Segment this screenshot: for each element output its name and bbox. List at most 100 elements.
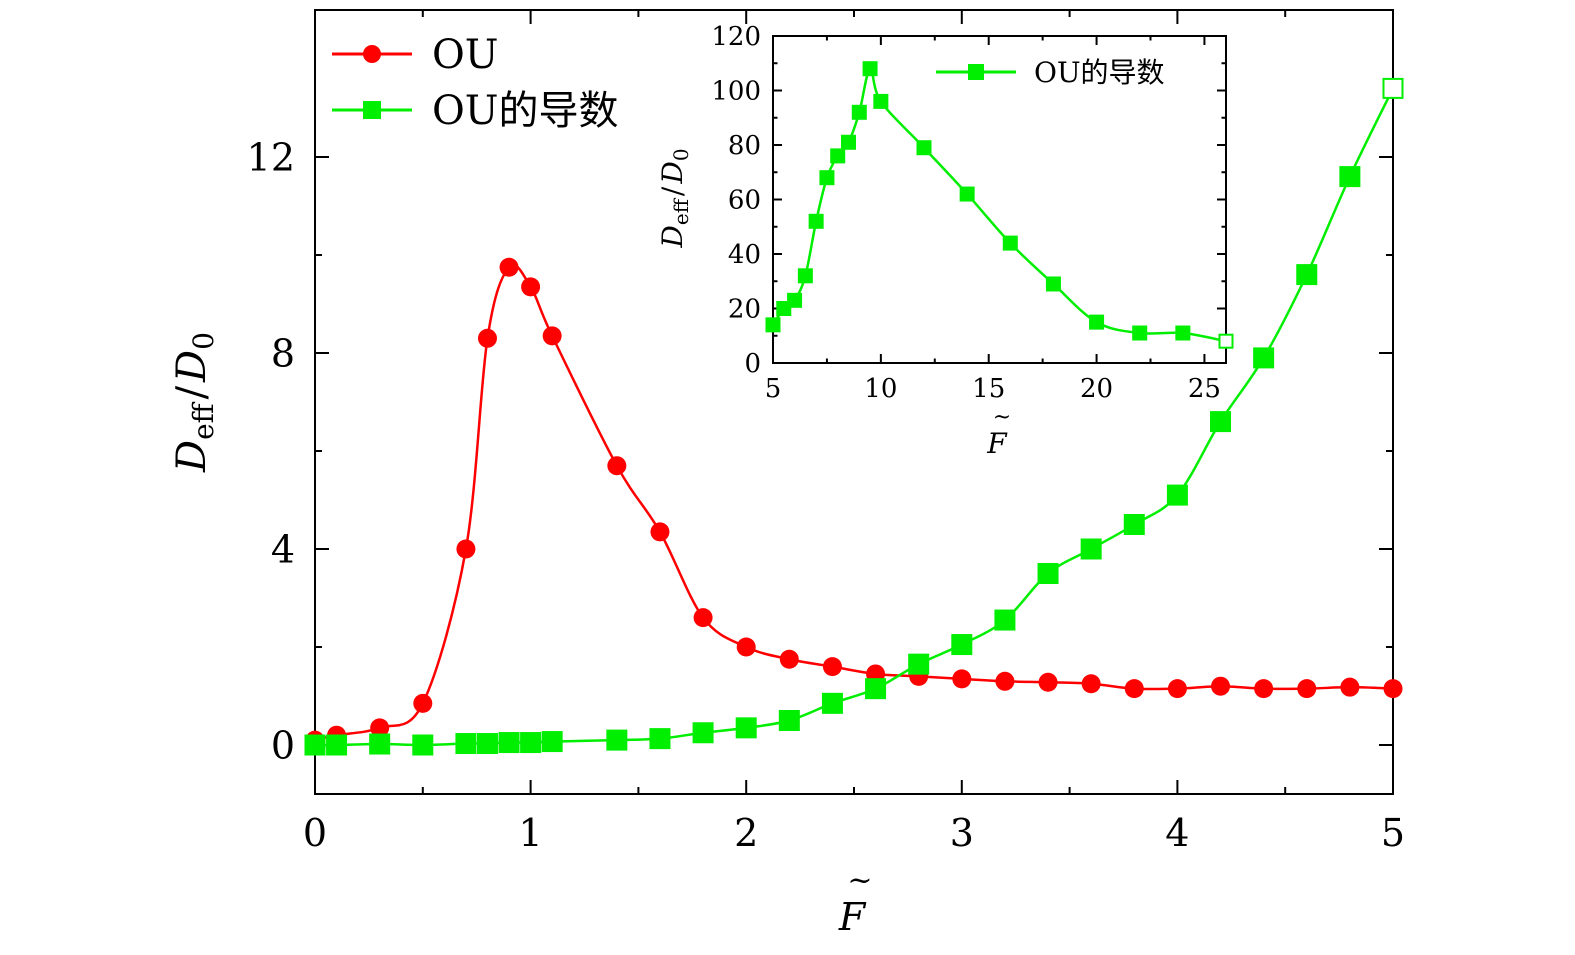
- data-point: [873, 93, 889, 109]
- data-point: [959, 186, 975, 202]
- legend-entry-ou: OU: [332, 32, 499, 78]
- data-point: [606, 729, 628, 751]
- data-point: [1211, 676, 1231, 696]
- data-point: [779, 649, 799, 669]
- data-point: [1045, 276, 1061, 292]
- series-1: [765, 61, 1234, 349]
- data-point: [736, 637, 756, 657]
- x-tick-label: 25: [1188, 374, 1221, 404]
- inset-series: [765, 61, 1234, 349]
- inset-y-axis-slash: /: [656, 186, 689, 196]
- data-point: [456, 539, 476, 559]
- data-point: [370, 718, 390, 738]
- y-tick-label: 4: [271, 527, 295, 571]
- inset-legend: OU的导数: [936, 56, 1165, 89]
- data-point: [1297, 679, 1317, 699]
- data-point: [908, 653, 930, 675]
- data-point: [692, 722, 714, 744]
- data-point: [819, 170, 835, 186]
- data-point: [1166, 484, 1188, 506]
- x-tick-label: 20: [1080, 374, 1113, 404]
- main-x-axis-var: F: [838, 895, 867, 939]
- y-tick-label: 0: [744, 349, 761, 379]
- x-tick-label: 2: [734, 811, 758, 855]
- data-point: [1340, 677, 1360, 697]
- data-point: [412, 734, 434, 756]
- data-point: [952, 669, 972, 689]
- data-point: [995, 671, 1015, 691]
- y-tick-label: 80: [728, 131, 761, 161]
- y-tick-label: 12: [247, 135, 295, 179]
- inset-legend-marker: [968, 64, 984, 80]
- x-tick-label: 10: [864, 374, 897, 404]
- main-y-axis-title: Deff/D0: [169, 332, 220, 473]
- data-point: [607, 456, 627, 476]
- data-point: [787, 292, 803, 308]
- inset-y-axis-var2: D: [656, 161, 689, 184]
- legend-marker-ou-derivative: [363, 101, 381, 119]
- data-point: [865, 678, 887, 700]
- data-point: [1167, 679, 1187, 699]
- data-point: [951, 634, 973, 656]
- data-point: [821, 692, 843, 714]
- inset-ticks: 5 10 15 20 25 0 20 40 60 80 100 120: [711, 22, 1226, 404]
- inset-y-axis-var: D: [656, 225, 689, 248]
- data-point: [1253, 347, 1275, 369]
- data-point: [499, 257, 519, 277]
- data-point: [326, 734, 348, 756]
- data-point: [1210, 411, 1232, 433]
- y-tick-label: 0: [271, 723, 295, 767]
- data-point: [1037, 563, 1059, 584]
- main-y-axis-sub: eff: [187, 401, 220, 440]
- main-y-axis-slash: /: [169, 385, 215, 399]
- inset-x-axis-title: F ~: [986, 405, 1011, 460]
- data-point: [1123, 514, 1145, 535]
- x-tick-label: 15: [972, 374, 1005, 404]
- data-point: [735, 717, 757, 739]
- data-point: [1218, 333, 1234, 349]
- x-tick-label: 4: [1165, 811, 1189, 855]
- legend-entry-ou-derivative: OU的导数: [332, 88, 619, 134]
- legend-label-ou-derivative: OU的导数: [432, 88, 619, 134]
- data-point: [1124, 679, 1144, 699]
- data-point: [1382, 77, 1404, 99]
- data-point: [650, 522, 670, 542]
- x-tick-label: 5: [1381, 811, 1405, 855]
- y-tick-label: 100: [711, 77, 761, 107]
- inset-legend-label: OU的导数: [1034, 56, 1165, 89]
- main-y-axis-var: D: [169, 440, 215, 473]
- data-point: [1383, 679, 1403, 699]
- series-2: [304, 77, 1404, 756]
- y-tick-label: 120: [711, 22, 761, 52]
- inset-y-axis-sub: eff: [669, 197, 693, 225]
- data-point: [521, 277, 541, 297]
- main-y-axis-sub2: 0: [187, 332, 220, 350]
- legend-label-ou: OU: [432, 32, 499, 78]
- data-point: [1132, 325, 1148, 341]
- data-point: [830, 148, 846, 164]
- main-x-axis-title: F ~: [838, 863, 873, 939]
- data-point: [455, 733, 477, 755]
- x-tick-label: 3: [950, 811, 974, 855]
- data-point: [916, 140, 932, 156]
- data-point: [778, 710, 800, 731]
- inset-plot-background: [773, 36, 1226, 363]
- data-point: [498, 732, 520, 754]
- y-tick-label: 40: [728, 240, 761, 270]
- data-point: [1296, 264, 1318, 286]
- data-point: [851, 104, 867, 120]
- data-point: [1002, 235, 1018, 251]
- data-point: [304, 734, 326, 756]
- svg-text:Deff/D0: Deff/D0: [169, 332, 220, 473]
- data-point: [1254, 679, 1274, 699]
- data-point: [542, 326, 562, 346]
- data-point: [862, 61, 878, 77]
- data-point: [1080, 538, 1102, 560]
- data-point: [693, 608, 713, 628]
- data-point: [797, 268, 813, 284]
- inset-x-axis-var: F: [986, 427, 1008, 460]
